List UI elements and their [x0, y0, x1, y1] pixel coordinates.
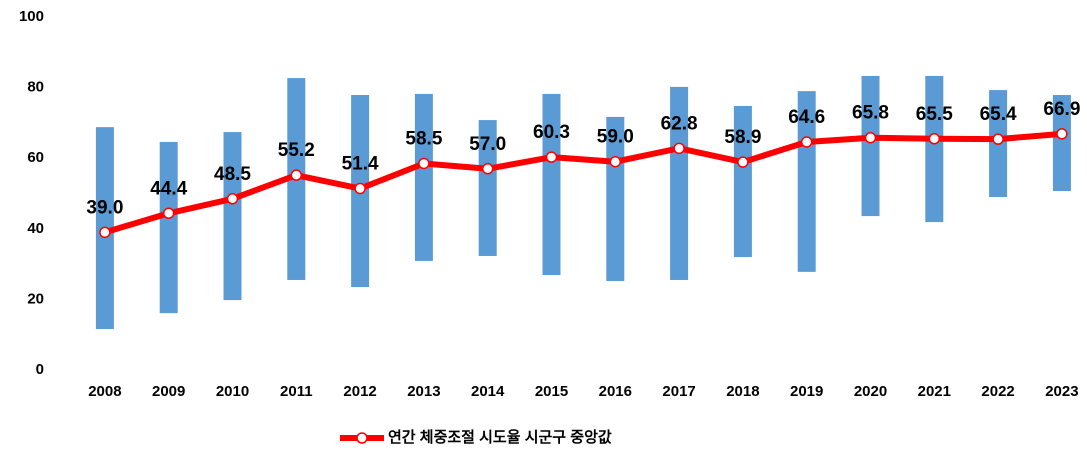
x-tick-label: 2009 [152, 383, 185, 400]
marker [673, 142, 685, 155]
range-bar [542, 93, 561, 276]
range-bar [478, 120, 497, 256]
x-tick-label: 2019 [790, 383, 823, 400]
marker [864, 131, 877, 144]
range-bar [414, 93, 433, 261]
x-tick-label: 2010 [216, 383, 249, 400]
range-bar [733, 105, 752, 258]
marker [1056, 128, 1068, 140]
x-tick-label: 2022 [981, 383, 1014, 400]
range-bar [223, 132, 242, 301]
x-tick-label: 2020 [854, 383, 887, 400]
data-label: 58.5 [405, 129, 442, 150]
range-bar [797, 91, 816, 272]
x-tick-label: 2023 [1045, 383, 1078, 400]
range-bar [925, 75, 944, 223]
data-label: 55.2 [278, 140, 315, 161]
x-tick-label: 2008 [88, 383, 121, 400]
data-label: 57.0 [469, 134, 506, 155]
range-bar [1052, 95, 1071, 192]
data-label: 64.6 [788, 107, 825, 128]
data-label: 58.9 [724, 127, 761, 148]
x-tick-label: 2018 [726, 383, 759, 400]
legend-label: 연간 체중조절 시도율 시군구 중앙값 [388, 428, 612, 446]
legend-marker [356, 432, 368, 444]
marker [290, 169, 303, 181]
x-tick-label: 2014 [471, 383, 505, 400]
marker [609, 155, 622, 168]
y-tick-label: 40 [27, 220, 44, 237]
range-bar [159, 141, 178, 314]
marker [418, 157, 430, 170]
marker [99, 226, 111, 239]
data-label: 65.4 [980, 104, 1017, 125]
marker [928, 133, 941, 145]
data-label: 39.0 [86, 197, 123, 218]
marker [481, 163, 494, 175]
data-label: 48.5 [214, 164, 251, 185]
x-tick-label: 2021 [918, 383, 951, 400]
data-label: 65.8 [852, 103, 889, 124]
x-tick-label: 2016 [599, 383, 632, 400]
x-tick-label: 2017 [662, 383, 695, 400]
data-label: 51.4 [342, 154, 379, 175]
range-bar [861, 75, 880, 217]
marker [162, 207, 175, 220]
y-tick-label: 20 [27, 290, 44, 307]
data-label: 65.5 [916, 104, 953, 125]
x-tick-label: 2011 [280, 383, 313, 400]
data-label: 62.8 [661, 113, 698, 134]
marker [226, 193, 239, 205]
marker [737, 156, 749, 168]
data-label: 44.4 [150, 178, 187, 199]
y-tick-label: 60 [27, 149, 44, 166]
x-tick-label: 2015 [535, 383, 568, 400]
line [104, 130, 1063, 236]
marker [992, 133, 1004, 145]
x-tick-label: 2013 [407, 383, 440, 400]
data-label: 60.3 [533, 122, 570, 143]
y-tick-label: 80 [27, 79, 44, 96]
data-label: 59.0 [597, 127, 634, 148]
data-label: 66.9 [1043, 99, 1080, 120]
y-tick-label: 0 [36, 361, 44, 378]
y-tick-label: 100 [19, 8, 44, 25]
marker [800, 136, 813, 148]
range-bar [670, 86, 689, 280]
marker [545, 151, 558, 163]
marker [354, 182, 366, 195]
x-tick-label: 2012 [343, 383, 376, 400]
